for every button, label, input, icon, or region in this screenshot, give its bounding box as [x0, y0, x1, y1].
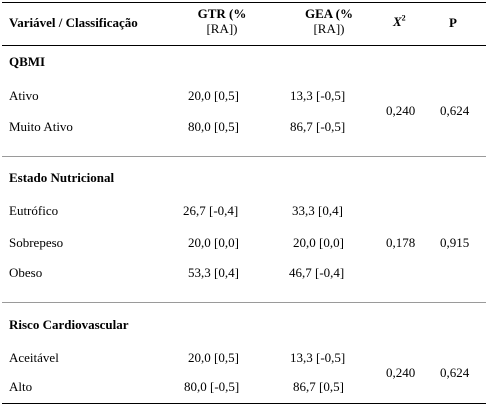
- cell-chi-square: 0,178: [386, 235, 416, 250]
- cell-gea: 20,0 [0,0]: [293, 235, 344, 250]
- column-header-p: P: [449, 15, 457, 30]
- cell-gtr: 26,7 [-0,4]: [183, 203, 239, 218]
- cell-gtr: 80,0 [-0,5]: [184, 379, 240, 394]
- row-label: Muito Ativo: [9, 119, 73, 134]
- cell-p: 0,624: [440, 365, 470, 380]
- section-divider: [2, 302, 486, 303]
- cell-gtr: 80,0 [0,5]: [188, 119, 239, 134]
- cell-gtr: 20,0 [0,0]: [188, 235, 239, 250]
- cell-gea: 13,3 [-0,5]: [290, 350, 346, 365]
- header-bottom-rule: [2, 45, 486, 46]
- cell-gea: 13,3 [-0,5]: [290, 88, 346, 103]
- section-divider: [2, 156, 486, 157]
- row-label: Sobrepeso: [9, 235, 64, 250]
- column-header-variable: Variável / Classificação: [9, 15, 138, 30]
- cell-gtr: 53,3 [0,4]: [188, 265, 239, 280]
- results-table: Variável / Classificação GTR (% [RA]) GE…: [2, 2, 486, 404]
- section-title: QBMI: [9, 54, 46, 69]
- section-title: Risco Cardiovascular: [9, 317, 129, 332]
- cell-gea: 46,7 [-0,4]: [289, 265, 345, 280]
- section-title: Estado Nutricional: [9, 170, 115, 185]
- cell-gea: 86,7 [0,5]: [293, 379, 344, 394]
- cell-gtr: 20,0 [0,5]: [188, 88, 239, 103]
- table-top-rule: [2, 2, 486, 3]
- column-header-gtr: GTR (% [RA]): [197, 6, 247, 36]
- column-header-chi-square: X2: [393, 13, 406, 29]
- cell-gtr: 20,0 [0,5]: [188, 350, 239, 365]
- cell-chi-square: 0,240: [386, 365, 416, 380]
- cell-gea: 33,3 [0,4]: [292, 203, 343, 218]
- table-bottom-rule: [2, 403, 486, 404]
- cell-p: 0,915: [440, 235, 470, 250]
- row-label: Obeso: [9, 265, 43, 280]
- cell-chi-square: 0,240: [386, 103, 416, 118]
- row-label: Alto: [9, 379, 33, 394]
- column-header-gea: GEA (% [RA]): [304, 6, 354, 36]
- row-label: Eutrófico: [9, 203, 59, 218]
- cell-gea: 86,7 [-0,5]: [290, 119, 346, 134]
- cell-p: 0,624: [440, 103, 470, 118]
- row-label: Ativo: [9, 88, 39, 103]
- row-label: Aceitável: [9, 350, 59, 365]
